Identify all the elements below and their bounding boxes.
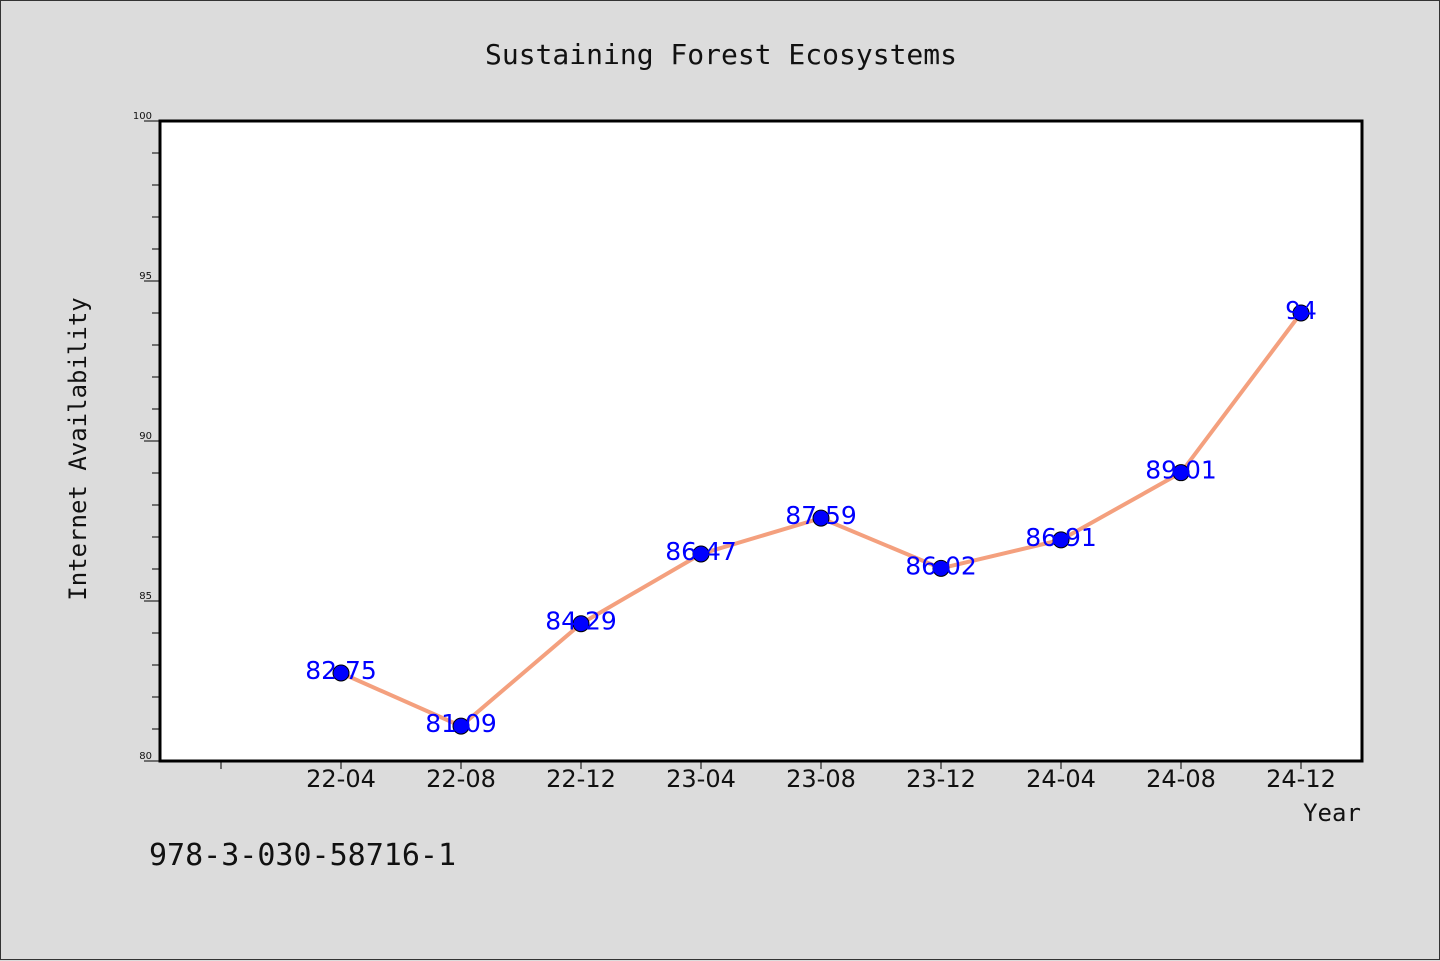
data-point: [692, 545, 710, 563]
x-tick-label: 23-08: [786, 765, 856, 793]
data-point: [452, 717, 470, 735]
data-point: [572, 615, 590, 633]
data-label: 94: [1285, 296, 1317, 325]
data-point: [812, 509, 830, 527]
y-tick-label: 90: [139, 431, 152, 442]
data-label: 84.29: [545, 607, 617, 636]
data-label: 86.91: [1025, 523, 1097, 552]
series-line-group: [332, 304, 1310, 735]
chart-title: Sustaining Forest Ecosystems: [485, 38, 957, 71]
data-point: [1052, 531, 1070, 549]
x-tick-label: 23-12: [906, 765, 976, 793]
y-axis: 80 85 90 95 100: [133, 111, 160, 762]
plot-area: [158, 119, 1364, 763]
y-axis-label: Internet Availability: [64, 297, 92, 600]
x-tick-label: 22-04: [306, 765, 376, 793]
y-tick-label: 95: [139, 271, 152, 282]
y-tick-label: 80: [139, 751, 152, 762]
y-tick-label: 100: [133, 111, 152, 122]
data-label: 86.02: [905, 551, 977, 580]
x-axis-label: Year: [1303, 799, 1361, 827]
y-tick-label: 85: [139, 591, 152, 602]
x-tick-label: 23-04: [666, 765, 736, 793]
data-label: 89.01: [1145, 456, 1217, 485]
x-tick-label: 24-08: [1146, 765, 1216, 793]
data-labels-group: 82.75 81.09 84.29 86.47 87.59 86.02 86.91 89.01…: [305, 296, 1317, 738]
isbn-text: 978-3-030-58716-1: [149, 838, 456, 873]
data-label: 86.47: [665, 537, 737, 566]
data-point: [1172, 464, 1190, 482]
x-tick-label: 24-12: [1266, 765, 1336, 793]
x-tick-label: 24-04: [1026, 765, 1096, 793]
data-label: 81.09: [425, 709, 497, 738]
x-tick-label: 22-12: [546, 765, 616, 793]
x-tick-label: 22-08: [426, 765, 496, 793]
x-axis: 22-04 22-08 22-12 23-04 23-08 23-12 24-04 24-08…: [220, 761, 1336, 793]
data-label: 87.59: [785, 501, 857, 530]
data-point: [332, 664, 350, 682]
data-label: 82.75: [305, 656, 377, 685]
data-point: [932, 559, 950, 577]
data-point: [1292, 304, 1310, 322]
